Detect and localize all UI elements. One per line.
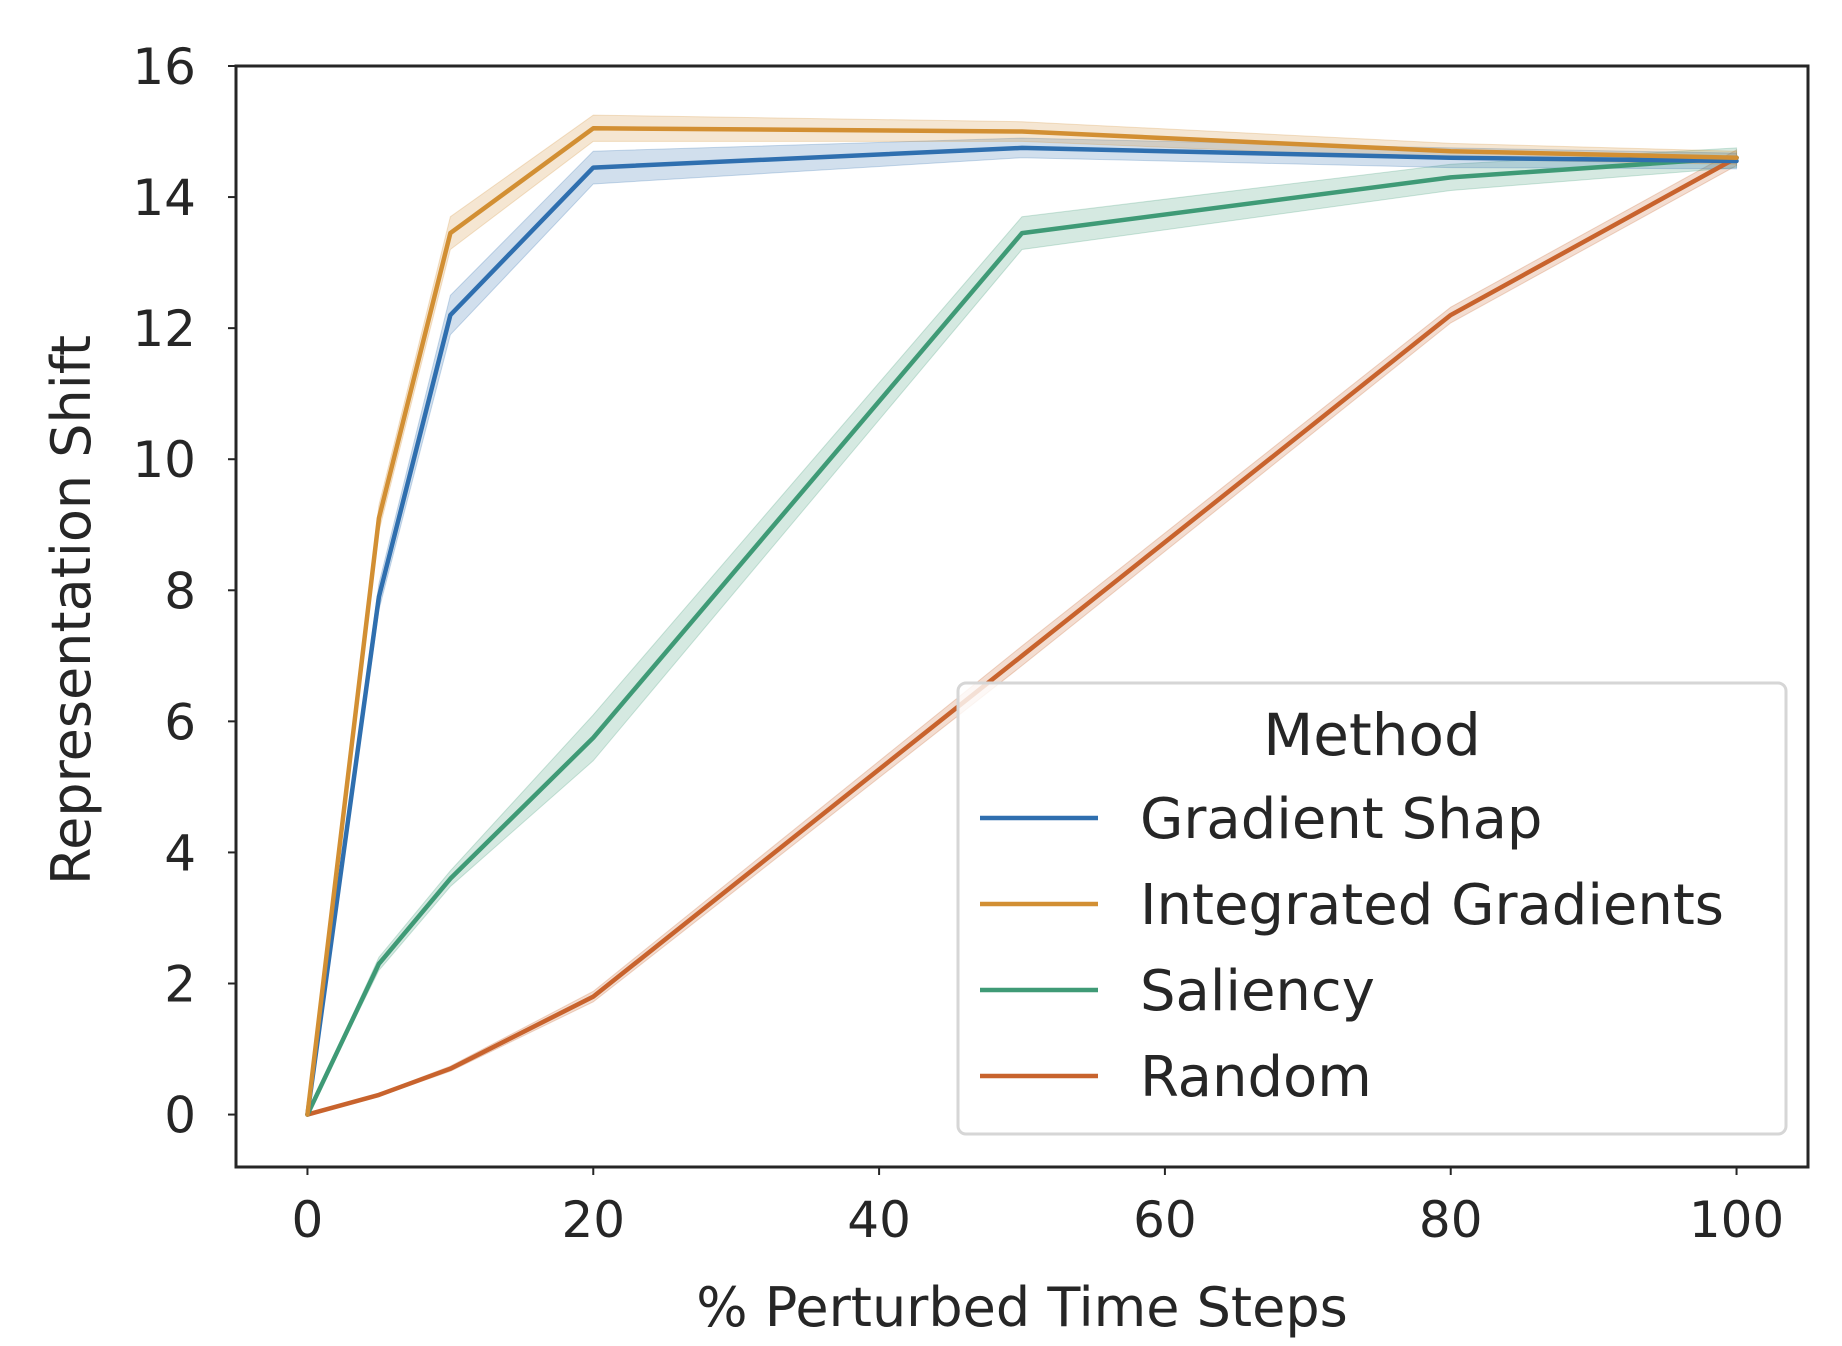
plot-frame [234,64,1810,1169]
legend-label: Gradient Shap [1140,787,1542,852]
y-axis-label: Representation Shift [40,335,103,885]
y-tick-label: 0 [164,1087,196,1145]
legend-item-random: Random [980,1045,1372,1110]
x-tick-label: 40 [847,1191,911,1249]
y-tick-label: 8 [164,562,196,620]
legend-title: Method [1263,701,1481,769]
x-tick-label: 0 [292,1191,324,1249]
y-tick-label: 12 [132,300,196,358]
legend-item-gradient-shap: Gradient Shap [980,787,1542,852]
legend-box [956,681,1788,1136]
y-tick-label: 2 [164,956,196,1014]
x-tick-label: 80 [1419,1191,1483,1249]
x-tick-label: 60 [1133,1191,1197,1249]
series-lines [305,126,1739,1117]
y-tick-label: 4 [164,824,196,882]
legend-item-saliency: Saliency [980,959,1375,1024]
line-gradient-shap [305,145,1739,1117]
x-tick-label: 100 [1689,1191,1784,1249]
y-tick-label: 6 [164,693,196,751]
x-axis-label: % Perturbed Time Steps [696,1276,1347,1339]
line-saliency [305,155,1739,1117]
legend-items: Gradient Shap Integrated Gradients Salienc… [980,787,1724,1110]
line-random [305,155,1739,1117]
x-axis-ticks: 0 20 40 60 80 100 [292,1167,1784,1249]
legend-label: Random [1140,1045,1372,1110]
legend: Method Gradient Shap Integrated Gradients… [956,681,1788,1136]
x-tick-label: 20 [561,1191,625,1249]
line-integrated-gradients [305,126,1739,1117]
legend-item-integrated-gradients: Integrated Gradients [980,873,1724,938]
y-tick-label: 14 [132,169,196,227]
legend-label: Integrated Gradients [1140,873,1724,938]
y-tick-label: 10 [132,431,196,489]
legend-label: Saliency [1140,959,1375,1024]
y-tick-label: 16 [132,38,196,96]
y-axis-ticks: 0 2 4 6 8 10 12 14 16 [132,38,236,1145]
